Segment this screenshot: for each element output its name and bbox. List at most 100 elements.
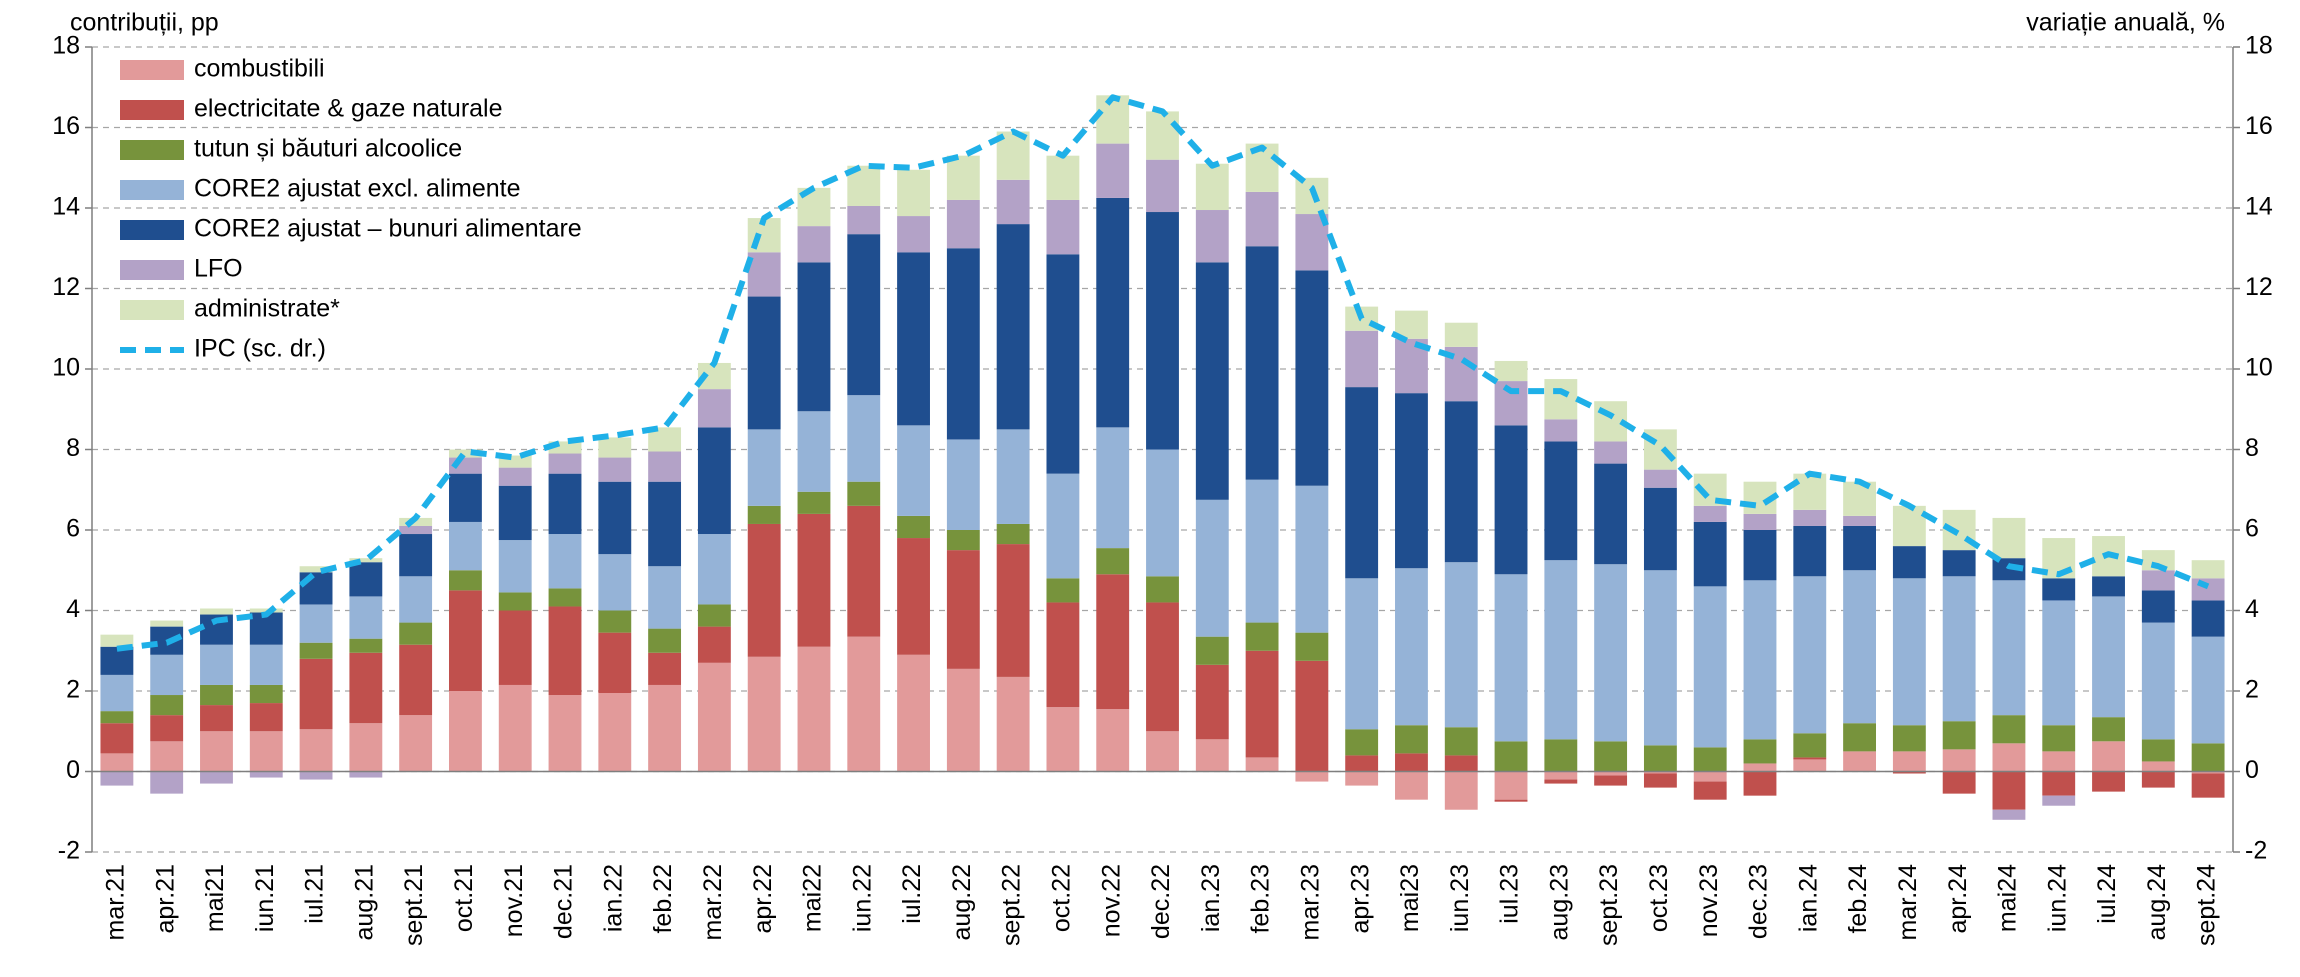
bar-segment: [2092, 717, 2125, 742]
x-tick-label: iun.23: [1446, 864, 1474, 932]
bar-segment: [498, 592, 532, 611]
bar-segment: [897, 654, 930, 772]
bar-segment: [399, 644, 433, 716]
bar-segment: [150, 771, 184, 794]
bar-segment: [1096, 143, 1130, 198]
x-tick-label: feb.24: [1844, 864, 1872, 934]
bar-segment: [548, 473, 582, 535]
bar-segment: [349, 771, 383, 778]
bar-segment: [1693, 747, 1727, 772]
bar-segment: [1345, 330, 1379, 388]
y-tick-label: 6: [66, 515, 80, 543]
bar-segment: [1544, 419, 1578, 442]
bar-segment: [1892, 751, 1926, 772]
bar-segment: [1295, 485, 1329, 633]
bar-segment: [1195, 210, 1229, 263]
bar-segment: [598, 481, 632, 555]
x-tick-label: feb.22: [649, 864, 677, 934]
bar-segment: [1942, 749, 1976, 772]
bar-segment: [498, 540, 532, 593]
bar-segment: [996, 544, 1030, 677]
bar-segment: [1046, 254, 1080, 474]
bar-segment: [200, 684, 233, 706]
bar-segment: [1245, 479, 1279, 623]
y2-tick-label: 8: [2245, 434, 2259, 462]
y-tick-label: -2: [58, 837, 80, 865]
y2-tick-label: 4: [2245, 595, 2259, 623]
bar-segment: [847, 636, 881, 772]
bar-segment: [1046, 578, 1080, 603]
bar-segment: [1195, 163, 1229, 211]
bar-segment: [1992, 517, 2026, 559]
bar-segment: [1743, 513, 1777, 530]
y-tick-label: 18: [52, 32, 80, 60]
bar-segment: [399, 517, 433, 526]
bar-segment: [2191, 773, 2225, 798]
bar-segment: [249, 608, 283, 613]
bar-segment: [1444, 755, 1478, 772]
x-tick-label: sept.24: [2193, 864, 2221, 946]
bar-segment: [349, 558, 383, 563]
bar-segment: [299, 729, 333, 772]
bar-segment: [946, 530, 980, 551]
x-tick-label: sept.21: [400, 864, 428, 946]
bar-segment: [697, 626, 731, 663]
x-tick-label: iul.22: [898, 864, 926, 924]
bar-segment: [1793, 509, 1827, 526]
bar-segment: [548, 534, 582, 589]
legend-swatch: [120, 60, 184, 80]
bar-segment: [1395, 568, 1428, 726]
bar-segment: [1444, 562, 1478, 728]
bar-segment: [648, 652, 682, 685]
y2-tick-label: 6: [2245, 515, 2259, 543]
bar-segment: [1693, 505, 1727, 522]
bar-segment: [100, 646, 134, 675]
bar-segment: [1444, 322, 1478, 347]
y-tick-label: 16: [52, 112, 80, 140]
bar-segment: [598, 693, 632, 772]
bar-segment: [847, 205, 881, 235]
bar-segment: [1146, 731, 1179, 772]
x-tick-label: ian.23: [1197, 864, 1225, 932]
bar-segment: [1942, 771, 1976, 794]
bar-segment: [1992, 809, 2026, 820]
bar-segment: [2092, 596, 2125, 718]
bar-segment: [797, 226, 831, 263]
bar-segment: [1146, 212, 1179, 450]
bar-segment: [249, 684, 283, 704]
bar-segment: [2191, 578, 2225, 601]
bar-segment: [399, 576, 433, 623]
bar-segment: [100, 753, 134, 772]
legend-swatch: [120, 140, 184, 160]
bar-segment: [1743, 763, 1777, 772]
bar-segment: [349, 562, 383, 597]
legend-swatch: [120, 220, 184, 240]
bar-segment: [2042, 751, 2076, 772]
x-tick-label: mar.23: [1296, 864, 1324, 940]
bar-segment: [1195, 499, 1229, 637]
legend-swatch: [120, 180, 184, 200]
bar-segment: [1693, 586, 1727, 748]
bar-segment: [996, 676, 1030, 772]
x-tick-label: aug.24: [2143, 864, 2171, 941]
bar-segment: [1793, 525, 1827, 577]
bar-segment: [349, 638, 383, 653]
bar-segment: [299, 642, 333, 659]
bar-segment: [299, 771, 333, 780]
bar-segment: [1345, 578, 1379, 730]
bar-segment: [897, 252, 930, 426]
bar-segment: [1245, 650, 1279, 758]
y2-tick-label: 16: [2245, 112, 2273, 140]
bar-segment: [1643, 771, 1677, 774]
bar-segment: [1295, 270, 1329, 486]
bar-segment: [1743, 739, 1777, 764]
bar-segment: [200, 608, 233, 615]
bar-segment: [1992, 771, 2026, 810]
bar-segment: [996, 224, 1030, 430]
x-tick-label: nov.22: [1097, 864, 1125, 937]
bar-segment: [1096, 574, 1130, 710]
bar-segment: [200, 644, 233, 685]
bar-segment: [448, 473, 482, 522]
bar-segment: [598, 632, 632, 694]
